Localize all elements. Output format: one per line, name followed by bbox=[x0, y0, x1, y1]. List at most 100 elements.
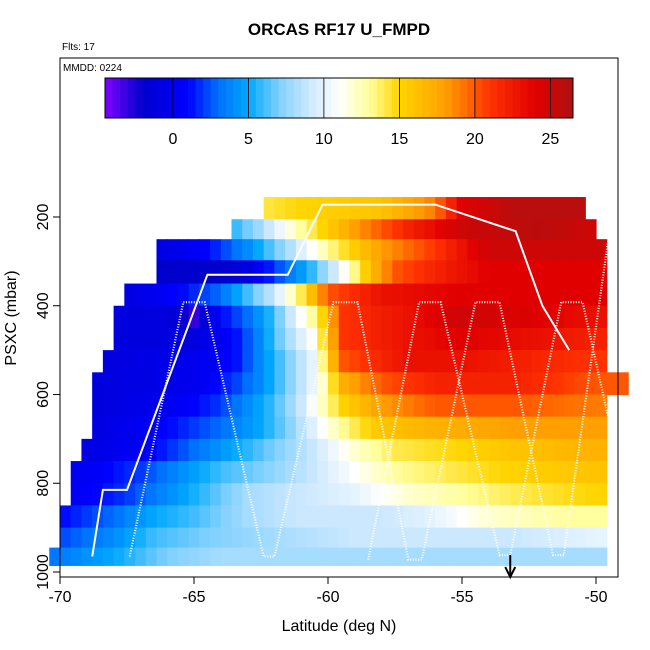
heatmap-cell bbox=[392, 505, 404, 529]
heatmap-cell bbox=[328, 527, 340, 549]
colorbar-swatch bbox=[565, 78, 574, 118]
heatmap-cell bbox=[113, 527, 125, 549]
heatmap-cell bbox=[488, 219, 501, 240]
heatmap-cell bbox=[381, 438, 393, 462]
heatmap-cell bbox=[413, 416, 426, 440]
heatmap-cell bbox=[135, 438, 147, 462]
heatmap-cell bbox=[113, 350, 125, 373]
heatmap-cell bbox=[349, 394, 361, 418]
x-tick-label: -65 bbox=[182, 589, 205, 606]
colorbar-swatch bbox=[391, 78, 400, 118]
heatmap-cell bbox=[403, 260, 415, 285]
heatmap-cell bbox=[596, 461, 608, 484]
heatmap-cell bbox=[145, 505, 158, 529]
heatmap-cell bbox=[413, 547, 426, 566]
colorbar-swatch bbox=[414, 78, 423, 118]
heatmap-cell bbox=[220, 527, 233, 549]
heatmap-cell bbox=[306, 305, 318, 329]
heatmap-cell bbox=[392, 305, 404, 329]
heatmap-cell bbox=[456, 197, 468, 220]
heatmap-cell bbox=[263, 239, 275, 261]
heatmap-cell bbox=[553, 394, 565, 418]
heatmap-cell bbox=[210, 416, 222, 440]
heatmap-cell bbox=[199, 438, 211, 462]
heatmap-cell bbox=[231, 260, 243, 285]
heatmap-cell bbox=[435, 438, 447, 462]
heatmap-cell bbox=[542, 372, 554, 396]
heatmap-cell bbox=[242, 527, 254, 549]
heatmap-cell bbox=[156, 350, 168, 373]
heatmap-cell bbox=[445, 305, 458, 329]
heatmap-cell bbox=[488, 505, 501, 529]
heatmap-cell bbox=[220, 372, 233, 396]
heatmap-cell bbox=[403, 505, 415, 529]
y-tick-label: 1000 bbox=[35, 554, 52, 590]
heatmap-cell bbox=[574, 438, 586, 462]
heatmap-cell bbox=[199, 350, 211, 373]
heatmap-cell bbox=[124, 305, 136, 329]
colorbar-swatch bbox=[293, 78, 302, 118]
heatmap-cell bbox=[403, 305, 415, 329]
colorbar-swatch bbox=[195, 78, 204, 118]
heatmap-cell bbox=[113, 483, 125, 507]
heatmap-cell bbox=[381, 461, 393, 484]
heatmap-cell bbox=[563, 416, 576, 440]
heatmap-cell bbox=[317, 461, 329, 484]
heatmap-cell bbox=[338, 461, 351, 484]
heatmap-cell bbox=[295, 394, 308, 418]
heatmap-cell bbox=[542, 327, 554, 351]
colorbar-swatch bbox=[384, 78, 393, 118]
heatmap-cell bbox=[263, 461, 275, 484]
heatmap-cell bbox=[177, 483, 190, 507]
heatmap-cell bbox=[574, 461, 586, 484]
heatmap-cell bbox=[413, 394, 426, 418]
heatmap-cell bbox=[596, 505, 608, 529]
heatmap-cell bbox=[306, 505, 318, 529]
heatmap-cell bbox=[424, 239, 436, 261]
heatmap-cell bbox=[531, 527, 543, 549]
heatmap-cell bbox=[574, 547, 586, 566]
heatmap-cell bbox=[210, 547, 222, 566]
heatmap-cell bbox=[274, 239, 286, 261]
heatmap-cell bbox=[563, 327, 576, 351]
heatmap-cell bbox=[328, 547, 340, 566]
heatmap-cell bbox=[220, 438, 233, 462]
colorbar-swatch bbox=[489, 78, 499, 118]
heatmap-cell bbox=[349, 461, 361, 484]
heatmap-cell bbox=[478, 483, 490, 507]
heatmap-cell bbox=[413, 505, 426, 529]
heatmap-cell bbox=[520, 527, 533, 549]
heatmap-cell bbox=[403, 327, 415, 351]
heatmap-cell bbox=[92, 372, 104, 396]
colorbar-swatch bbox=[339, 78, 348, 118]
heatmap-cell bbox=[445, 283, 458, 307]
heatmap-cell bbox=[231, 438, 243, 462]
heatmap bbox=[49, 197, 629, 566]
heatmap-cell bbox=[135, 327, 147, 351]
heatmap-cell bbox=[285, 438, 297, 462]
heatmap-cell bbox=[263, 416, 275, 440]
heatmap-cell bbox=[424, 219, 436, 240]
colorbar: 0 5 10 15 20 25 bbox=[104, 77, 574, 148]
heatmap-cell bbox=[360, 283, 372, 307]
heatmap-cell bbox=[210, 438, 222, 462]
heatmap-cell bbox=[231, 483, 243, 507]
heatmap-cell bbox=[124, 547, 136, 566]
heatmap-cell bbox=[596, 438, 608, 462]
heatmap-cell bbox=[242, 283, 254, 307]
heatmap-cell bbox=[231, 350, 243, 373]
heatmap-cell bbox=[574, 239, 586, 261]
heatmap-cell bbox=[360, 239, 372, 261]
heatmap-cell bbox=[210, 527, 222, 549]
colorbar-swatch bbox=[557, 78, 566, 118]
heatmap-cell bbox=[381, 350, 393, 373]
heatmap-cell bbox=[252, 283, 265, 307]
heatmap-cell bbox=[177, 461, 190, 484]
heatmap-cell bbox=[349, 239, 361, 261]
heatmap-cell bbox=[445, 461, 458, 484]
colorbar-swatch bbox=[120, 78, 129, 118]
heatmap-cell bbox=[456, 239, 468, 261]
heatmap-cell bbox=[381, 372, 393, 396]
heatmap-cell bbox=[574, 394, 586, 418]
heatmap-cell bbox=[349, 416, 361, 440]
